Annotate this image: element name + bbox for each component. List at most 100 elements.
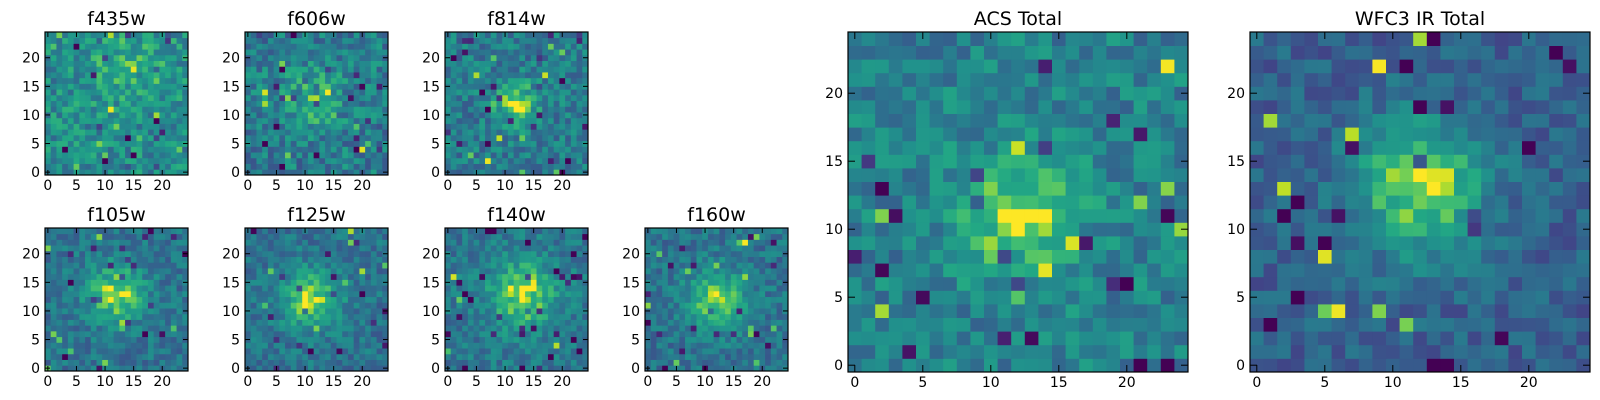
heatmap-cell [473,296,480,303]
heatmap-cell [547,262,555,269]
heatmap-cell [370,163,377,170]
heatmap-cell [467,89,474,96]
heatmap-cell [307,273,315,280]
heatmap-cell [62,66,69,73]
heatmap-cell [62,152,69,159]
heatmap-cell [90,152,97,159]
heatmap-cell [256,60,263,67]
heatmap-cell [656,233,663,240]
heatmap-cell [565,100,572,107]
heatmap-cell [73,77,80,84]
heatmap-cell [485,54,492,61]
heatmap-cell [576,256,583,263]
heatmap-cell [888,236,903,250]
heatmap-cell [984,290,998,305]
heatmap-cell [650,228,657,235]
heatmap-cell [376,89,383,96]
heatmap-cell [502,342,509,349]
heatmap-cell [85,54,92,61]
heatmap-cell [719,325,726,332]
heatmap-cell [296,140,303,147]
heatmap-cell [376,112,383,119]
heatmap-cell [1024,154,1039,169]
heatmap-cell [256,89,263,96]
heatmap-cell [502,112,509,119]
heatmap-cell [313,319,320,326]
heatmap-cell [285,89,292,96]
heatmap-cell [107,32,115,39]
heatmap-cell [485,228,492,235]
heatmap-cell [650,359,657,366]
heatmap-cell [347,112,355,119]
heatmap-cell [62,37,69,44]
heatmap-cell [67,359,74,366]
heatmap-cell [290,268,297,275]
x-tick-label: 15 [325,178,343,194]
heatmap-cell [496,134,503,142]
heatmap-cell [256,169,263,176]
heatmap-cell [570,285,577,292]
heatmap-cell [170,353,177,360]
heatmap-cell [96,66,103,73]
heatmap-cell [85,325,92,332]
heatmap-cell [776,336,783,343]
heatmap-cell [536,117,543,124]
heatmap-cell [875,222,890,237]
heatmap-cell [107,106,115,113]
heatmap-cell [582,94,589,102]
heatmap-cell [296,117,303,124]
heatmap-cell [513,353,520,360]
heatmap-cell [182,94,189,102]
heatmap-cell [576,268,583,275]
heatmap-cell [153,296,160,303]
heatmap-cell [507,123,515,130]
heatmap-cell [502,66,509,73]
heatmap-cell [1038,208,1053,223]
heatmap-cell [50,106,57,113]
heatmap-cell [485,359,492,366]
heatmap-cell [382,49,389,56]
heatmap-cell [673,325,680,332]
heatmap-cell [96,123,103,130]
heatmap-cell [325,256,332,263]
heatmap-cell [85,336,92,343]
heatmap-cell [490,77,497,84]
heatmap-cell [336,83,343,90]
heatmap-cell [85,134,92,142]
heatmap-cell [359,348,366,355]
heatmap-cell [342,94,349,102]
heatmap-cell [690,233,697,240]
heatmap-cell [467,319,474,326]
heatmap-cell [1120,195,1134,210]
heatmap-cell [559,49,566,56]
heatmap-cell [513,330,520,338]
heatmap-cell [507,66,515,73]
heatmap-cell [336,140,343,147]
heatmap-cell [725,256,732,263]
heatmap-cell [753,256,760,263]
heatmap-cell [85,49,92,56]
heatmap-cell [542,49,549,56]
heatmap-cell [507,250,515,257]
heatmap-cell [147,129,155,136]
heatmap-cell [559,239,566,246]
heatmap-cell [302,146,309,153]
heatmap-cell [153,285,160,292]
heatmap-cell [273,285,280,292]
heatmap-cell [119,290,126,298]
heatmap-cell [667,262,674,269]
heatmap-cell [79,273,86,280]
heatmap-cell [313,296,320,303]
heatmap-cell [136,163,143,170]
heatmap-cell [576,228,583,235]
heatmap-cell [176,302,183,309]
heatmap-cell [165,106,172,113]
heatmap-cell [707,250,715,257]
heatmap-cell [273,336,280,343]
heatmap-cell [165,43,172,50]
heatmap-cell [679,308,686,315]
heatmap-cell [45,256,52,263]
heatmap-cell [536,60,543,67]
heatmap-cell [245,359,252,366]
heatmap-cell [479,290,486,298]
